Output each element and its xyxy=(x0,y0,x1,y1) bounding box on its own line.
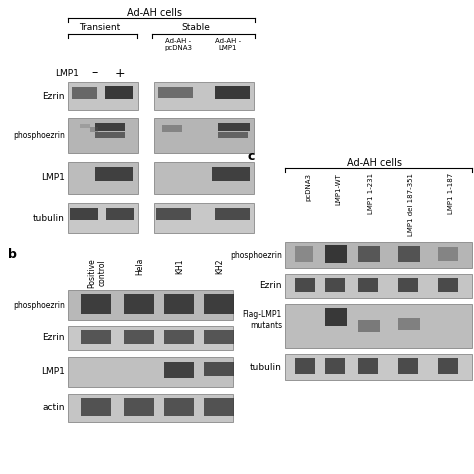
Text: KH1: KH1 xyxy=(175,258,184,273)
Bar xyxy=(158,87,193,98)
Bar xyxy=(124,398,154,416)
Bar xyxy=(154,162,254,194)
Bar xyxy=(204,294,234,314)
Bar xyxy=(325,308,347,326)
Text: LMP1 1-231: LMP1 1-231 xyxy=(368,173,374,214)
Bar xyxy=(154,82,254,110)
Bar xyxy=(81,294,111,314)
Bar xyxy=(124,294,154,314)
Bar xyxy=(68,203,138,233)
Text: Ad-AH cells: Ad-AH cells xyxy=(128,8,182,18)
Bar xyxy=(215,86,250,99)
Text: KH2: KH2 xyxy=(216,258,225,273)
Bar xyxy=(154,203,254,233)
Text: b: b xyxy=(8,248,17,261)
Text: LMP1: LMP1 xyxy=(41,173,65,182)
Bar xyxy=(95,132,125,138)
Bar xyxy=(398,246,420,262)
Bar xyxy=(105,86,133,99)
Bar xyxy=(325,245,347,263)
Bar xyxy=(68,326,233,350)
Bar xyxy=(164,362,194,378)
Text: phosphoezrin: phosphoezrin xyxy=(13,301,65,310)
Bar xyxy=(68,290,233,320)
Bar xyxy=(154,118,254,153)
Bar xyxy=(295,278,315,292)
Text: Ezrin: Ezrin xyxy=(43,91,65,100)
Text: phosphoezrin: phosphoezrin xyxy=(13,130,65,139)
Text: Flag-LMP1
mutants: Flag-LMP1 mutants xyxy=(243,310,282,330)
Bar xyxy=(218,132,248,138)
Bar xyxy=(164,398,194,416)
Bar xyxy=(398,278,418,292)
Bar xyxy=(164,294,194,314)
Bar xyxy=(325,358,345,374)
Text: tubulin: tubulin xyxy=(33,213,65,222)
Text: LMP1-WT: LMP1-WT xyxy=(335,173,341,205)
Bar xyxy=(218,123,250,131)
Text: c: c xyxy=(248,150,255,163)
Bar xyxy=(68,162,138,194)
Text: LMP1 1-187: LMP1 1-187 xyxy=(448,173,454,214)
Text: Ezrin: Ezrin xyxy=(43,334,65,343)
Bar xyxy=(68,118,138,153)
Text: LMP1: LMP1 xyxy=(41,367,65,376)
Bar xyxy=(70,208,98,220)
Bar xyxy=(325,278,345,292)
Bar xyxy=(68,82,138,110)
Bar xyxy=(358,358,378,374)
Text: Stable: Stable xyxy=(182,23,210,32)
Text: +: + xyxy=(115,66,125,80)
Bar xyxy=(68,394,233,422)
Text: phosphoezrin: phosphoezrin xyxy=(230,250,282,259)
Bar xyxy=(162,125,182,132)
Text: Ad-AH -
pcDNA3: Ad-AH - pcDNA3 xyxy=(164,38,192,51)
Bar xyxy=(156,208,191,220)
Text: actin: actin xyxy=(43,403,65,412)
Bar xyxy=(358,278,378,292)
Text: Ezrin: Ezrin xyxy=(259,282,282,291)
Bar xyxy=(295,246,313,262)
Bar xyxy=(68,357,233,387)
Bar xyxy=(80,124,90,128)
Bar xyxy=(106,208,134,220)
Bar xyxy=(81,398,111,416)
Bar xyxy=(81,330,111,344)
Text: Hela: Hela xyxy=(136,258,145,275)
Text: Ad-AH -
LMP1: Ad-AH - LMP1 xyxy=(215,38,241,51)
Bar xyxy=(215,208,250,220)
Bar xyxy=(164,330,194,344)
Bar xyxy=(358,246,380,262)
Bar xyxy=(285,274,472,298)
Bar xyxy=(295,358,315,374)
Text: –: – xyxy=(92,66,98,80)
Text: LMP1 del 187-351: LMP1 del 187-351 xyxy=(408,173,414,236)
Text: pcDNA3: pcDNA3 xyxy=(305,173,311,201)
Bar xyxy=(438,247,458,261)
Bar xyxy=(212,167,250,181)
Bar xyxy=(90,127,98,132)
Bar xyxy=(358,320,380,332)
Bar xyxy=(438,278,458,292)
Bar xyxy=(124,330,154,344)
Bar xyxy=(204,330,234,344)
Bar xyxy=(398,318,420,330)
Bar xyxy=(285,354,472,380)
Bar xyxy=(95,123,125,131)
Text: Ad-AH cells: Ad-AH cells xyxy=(347,158,402,168)
Bar xyxy=(204,398,234,416)
Bar xyxy=(438,358,458,374)
Text: Positive
control: Positive control xyxy=(87,258,107,288)
Text: Transient: Transient xyxy=(79,23,120,32)
Text: tubulin: tubulin xyxy=(250,363,282,372)
Bar xyxy=(204,362,234,376)
Bar xyxy=(72,87,97,99)
Bar xyxy=(285,242,472,268)
Bar xyxy=(285,304,472,348)
Bar xyxy=(95,167,133,181)
Text: LMP1: LMP1 xyxy=(55,69,79,78)
Bar xyxy=(398,358,418,374)
